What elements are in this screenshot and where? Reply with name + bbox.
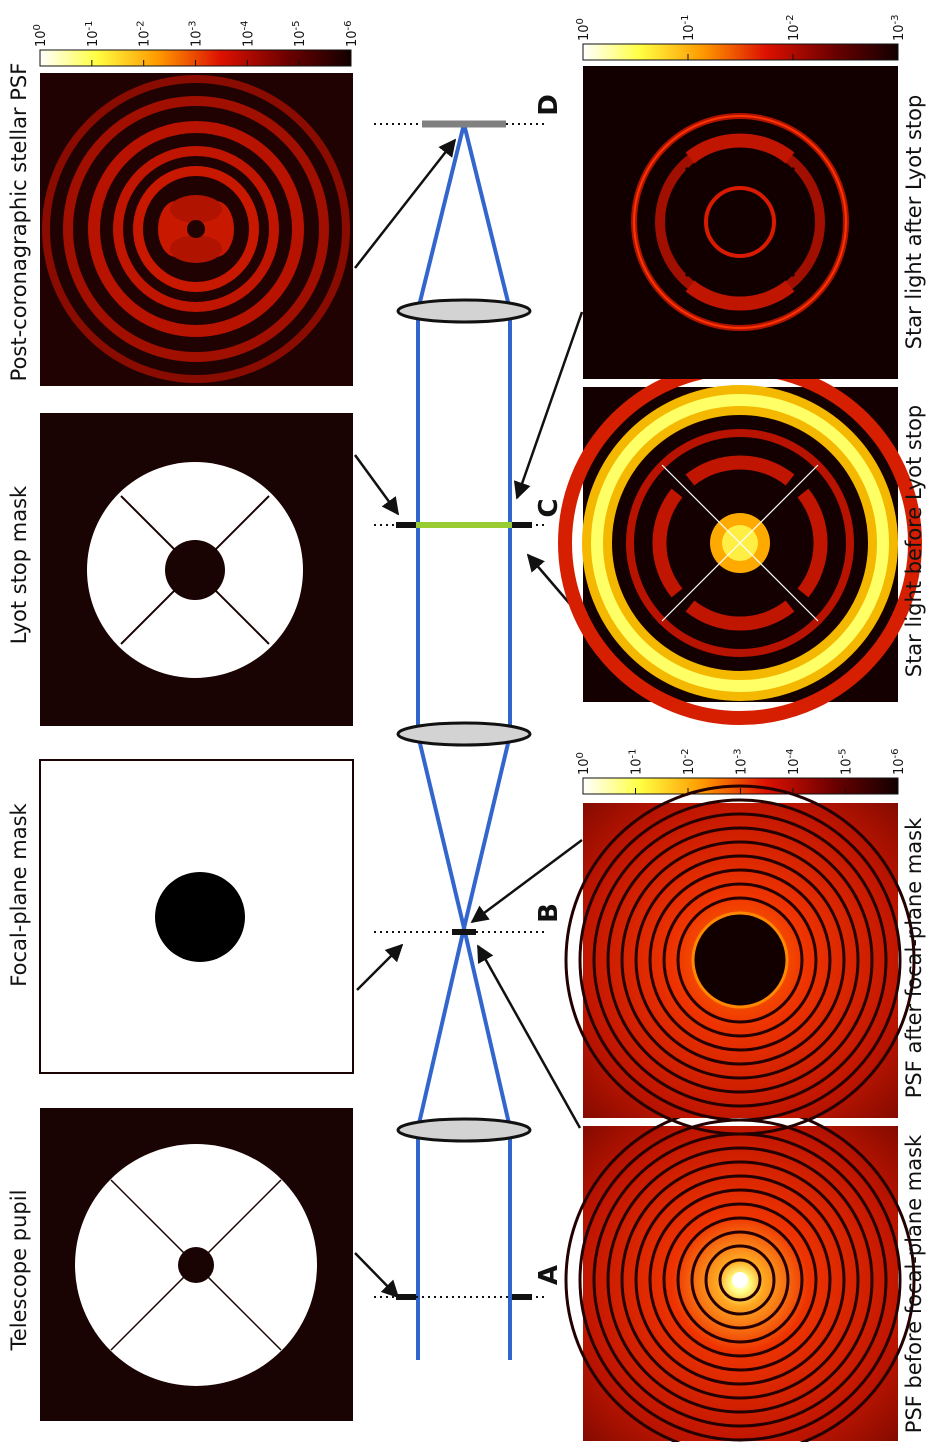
optical-train: A B C D: [374, 94, 564, 1360]
telescope-pupil-label: Telescope pupil: [7, 1190, 31, 1352]
diffraction-ring: [676, 896, 804, 1024]
focal-plane-mask-image: [39, 759, 354, 1074]
colorbar-tick-label: 10-6: [890, 748, 907, 775]
psf-before-fpm-image: [564, 1104, 916, 1442]
diffraction-ring: [592, 812, 888, 1108]
diffraction-ring: [620, 840, 860, 1080]
diffraction-ring: [718, 1258, 762, 1302]
diffraction-ring: [648, 1188, 832, 1372]
diffraction-ring: [564, 784, 916, 1136]
diffraction-ring: [634, 1174, 846, 1386]
plane-c-label: C: [534, 498, 564, 517]
psf-before-fpm-label: PSF before focal-plane mask: [902, 1134, 926, 1433]
psf-after-fpm-image: [564, 784, 916, 1136]
star-after-lyot-label: Star light after Lyot stop: [902, 95, 926, 350]
post-coronagraphic-psf-label: Post-coronagraphic stellar PSF: [7, 63, 31, 382]
telescope-pupil-image: [40, 1108, 353, 1421]
lyot-stop-mask-image: [40, 413, 353, 726]
colorbar-tick-label: 10-1: [628, 748, 645, 775]
lens-1: [396, 1117, 532, 1143]
colorbar-tick-label: 10-2: [785, 14, 802, 41]
colorbar-bottom-right: 100 10-1 10-2 10-3: [575, 14, 907, 61]
diffraction-ring: [676, 1216, 804, 1344]
colorbar-tick-label: 10-1: [680, 14, 697, 41]
plane-b-label: B: [534, 903, 564, 923]
plane-a-label: A: [534, 1265, 564, 1285]
diffraction-ring: [606, 826, 874, 1094]
post-coronagraphic-psf-image: [40, 73, 353, 386]
colorbar-tick-label: 10-4: [785, 748, 802, 775]
colorbar-tick-label: 10-5: [291, 20, 308, 47]
colorbar-top: 100 10-1 10-2 10-3 10-4 10-5 10-6: [32, 20, 360, 67]
diffraction-ring: [690, 1230, 790, 1330]
star-before-lyot-label: Star light before Lyot stop: [902, 405, 926, 678]
lyot-stop-mask-label: Lyot stop mask: [7, 485, 31, 644]
diffraction-ring: [704, 1244, 776, 1316]
colorbar-tick-label: 10-3: [733, 748, 750, 775]
diffraction-ring: [634, 854, 846, 1066]
colorbar-tick-label: 10-1: [84, 20, 101, 47]
diffraction-ring: [648, 868, 832, 1052]
colorbar-tick-label: 10-4: [239, 20, 256, 47]
colorbar-tick-label: 10-2: [680, 748, 697, 775]
psf-after-fpm-label: PSF after focal-plane mask: [902, 817, 926, 1098]
star-before-lyot-image: [558, 361, 922, 725]
lens-3: [396, 298, 532, 324]
plane-d-label: D: [534, 94, 564, 116]
diffraction-ring: [662, 1202, 818, 1358]
diffraction-ring: [606, 1146, 874, 1414]
arrows: [353, 138, 584, 1299]
lens-2: [396, 721, 532, 747]
colorbar-tick-label: 100: [575, 18, 592, 41]
colorbar-tick-label: 10-2: [136, 20, 153, 47]
focal-plane-mask-label: Focal-plane mask: [7, 802, 31, 986]
colorbar-tick-label: 10-3: [890, 14, 907, 41]
star-after-lyot-image: [583, 66, 898, 379]
colorbar-tick-label: 10-5: [838, 748, 855, 775]
diffraction-ring: [578, 798, 902, 1122]
diffraction-ring: [620, 1160, 860, 1400]
colorbar-tick-label: 100: [32, 24, 49, 47]
colorbar-tick-label: 10-3: [188, 20, 205, 47]
colorbar-tick-label: 100: [575, 752, 592, 775]
colorbar-tick-label: 10-6: [343, 20, 360, 47]
diffraction-ring: [662, 882, 818, 1038]
